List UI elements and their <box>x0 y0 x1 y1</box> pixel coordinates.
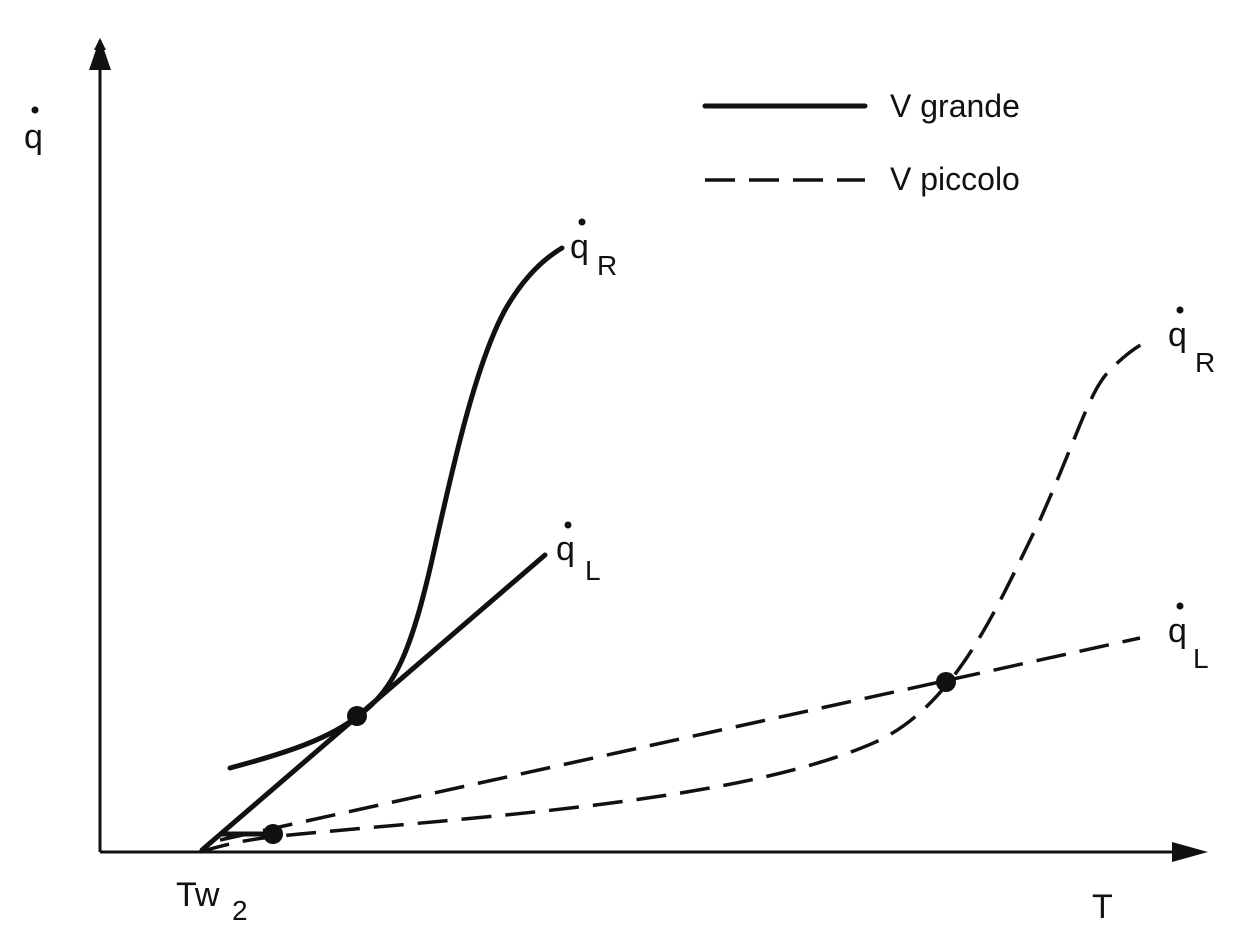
label-dashed-qr-dot <box>1176 306 1184 314</box>
label-dashed-ql-sub: L <box>1193 643 1209 674</box>
x-tick-main: Tw <box>176 876 220 914</box>
label-solid-qr-main: q <box>570 228 589 266</box>
label-solid-ql-dot <box>564 521 572 529</box>
label-dashed-ql: q L <box>1168 602 1209 674</box>
x-tick-sub: 2 <box>232 895 248 926</box>
dashed-ql-line <box>219 636 1141 842</box>
label-dashed-qr: q R <box>1168 306 1215 378</box>
dashed-qr-curve <box>199 338 1151 854</box>
label-dashed-ql-main: q <box>1168 612 1187 650</box>
y-axis-arrowhead <box>89 38 111 70</box>
legend-label-solid: V grande <box>890 88 1020 124</box>
y-axis-label: q <box>24 106 43 156</box>
x-tick-label-tw2: Tw 2 <box>176 876 248 926</box>
x-axis-label: T <box>1092 888 1113 926</box>
y-axis-label-text: q <box>24 118 43 156</box>
dashed-high-intersection-point <box>936 672 956 692</box>
label-dashed-qr-main: q <box>1168 316 1187 354</box>
label-solid-qr-dot <box>578 218 586 226</box>
legend-label-dashed: V piccolo <box>890 161 1020 197</box>
label-solid-ql-main: q <box>556 530 575 568</box>
label-dashed-ql-dot <box>1176 602 1184 610</box>
label-solid-ql: q L <box>556 521 601 586</box>
solid-qr-curve <box>227 245 565 771</box>
legend: V grande V piccolo <box>702 88 1020 197</box>
label-solid-qr: q R <box>570 218 617 281</box>
label-solid-ql-sub: L <box>585 555 601 586</box>
label-dashed-qr-sub: R <box>1195 347 1215 378</box>
y-axis-label-dot <box>31 106 39 114</box>
solid-intersection-point <box>347 706 367 726</box>
label-solid-qr-sub: R <box>597 250 617 281</box>
x-axis-arrowhead <box>1172 842 1208 862</box>
dashed-low-intersection-point <box>263 824 283 844</box>
solid-ql-line <box>199 552 548 853</box>
